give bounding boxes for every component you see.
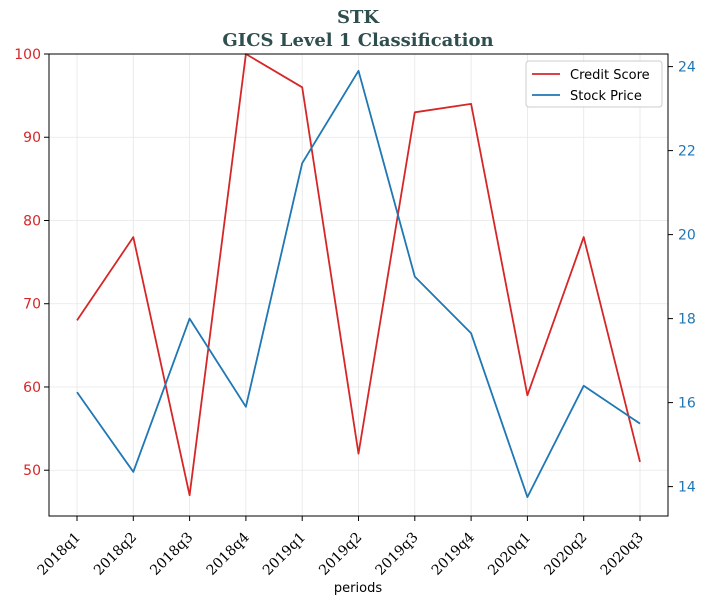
credit-score-point — [470, 103, 472, 105]
y-right-tick-label: 24 — [678, 60, 696, 76]
credit-score-point — [301, 86, 303, 88]
y-right-tick-label: 16 — [678, 396, 696, 412]
x-tick-label: 2019q3 — [372, 530, 421, 579]
x-tick-label: 2019q1 — [260, 530, 309, 579]
x-tick-label: 2020q3 — [598, 530, 647, 579]
stock-price-line — [76, 69, 641, 499]
y-left-tick-label: 50 — [23, 463, 41, 479]
y-right-tick-label: 14 — [678, 480, 696, 496]
legend-label-credit-score: Credit Score — [570, 68, 650, 83]
x-tick-label: 2020q2 — [541, 530, 590, 579]
stock-price-point — [358, 70, 360, 72]
stock-price-point — [414, 276, 416, 278]
credit-score-point — [358, 453, 360, 455]
stock-price-point — [132, 471, 134, 473]
y-left-tick-label: 80 — [23, 213, 41, 229]
stock-price-point — [527, 496, 529, 498]
x-tick-label: 2018q1 — [35, 530, 84, 579]
y-right-tick-label: 18 — [678, 312, 696, 328]
y-left-tick-label: 100 — [14, 47, 41, 63]
x-axis-label: periods — [334, 581, 382, 596]
x-tick-label: 2018q2 — [91, 530, 140, 579]
series-lines — [76, 53, 641, 499]
x-tick-label: 2018q3 — [147, 530, 196, 579]
x-tick-label: 2018q4 — [204, 529, 253, 578]
credit-score-point — [189, 494, 191, 496]
credit-score-point — [132, 236, 134, 238]
x-tick-label: 2020q1 — [485, 530, 534, 579]
y-left-tick-label: 60 — [23, 380, 41, 396]
chart-subtitle: GICS Level 1 Classification — [222, 30, 493, 51]
credit-score-point — [583, 236, 585, 238]
y-left-tick-label: 90 — [23, 130, 41, 146]
x-tick-label: 2019q4 — [429, 529, 478, 578]
stock-price-point — [583, 385, 585, 387]
y-right-tick-label: 20 — [678, 228, 696, 244]
stock-price-point — [76, 391, 78, 393]
credit-score-point — [414, 111, 416, 113]
credit-score-point — [76, 319, 78, 321]
stock-price-point — [470, 332, 472, 334]
legend-label-stock-price: Stock Price — [570, 89, 642, 104]
credit-score-line — [76, 53, 641, 497]
axes: 2018q1 2018q2 2018q3 2018q4 2019q1 2019q2 2019… — [14, 47, 696, 579]
stock-price-point — [189, 318, 191, 320]
legend: Credit Score Stock Price — [525, 60, 663, 108]
stock-price-point — [245, 406, 247, 408]
credit-score-point — [527, 394, 529, 396]
stock-price-point — [639, 423, 641, 425]
stock-price-point — [301, 162, 303, 164]
y-right-tick-label: 22 — [678, 144, 696, 160]
chart-title: STK — [337, 7, 380, 28]
y-left-tick-label: 70 — [23, 297, 41, 313]
x-tick-label: 2019q2 — [316, 530, 365, 579]
credit-score-point — [639, 461, 641, 463]
